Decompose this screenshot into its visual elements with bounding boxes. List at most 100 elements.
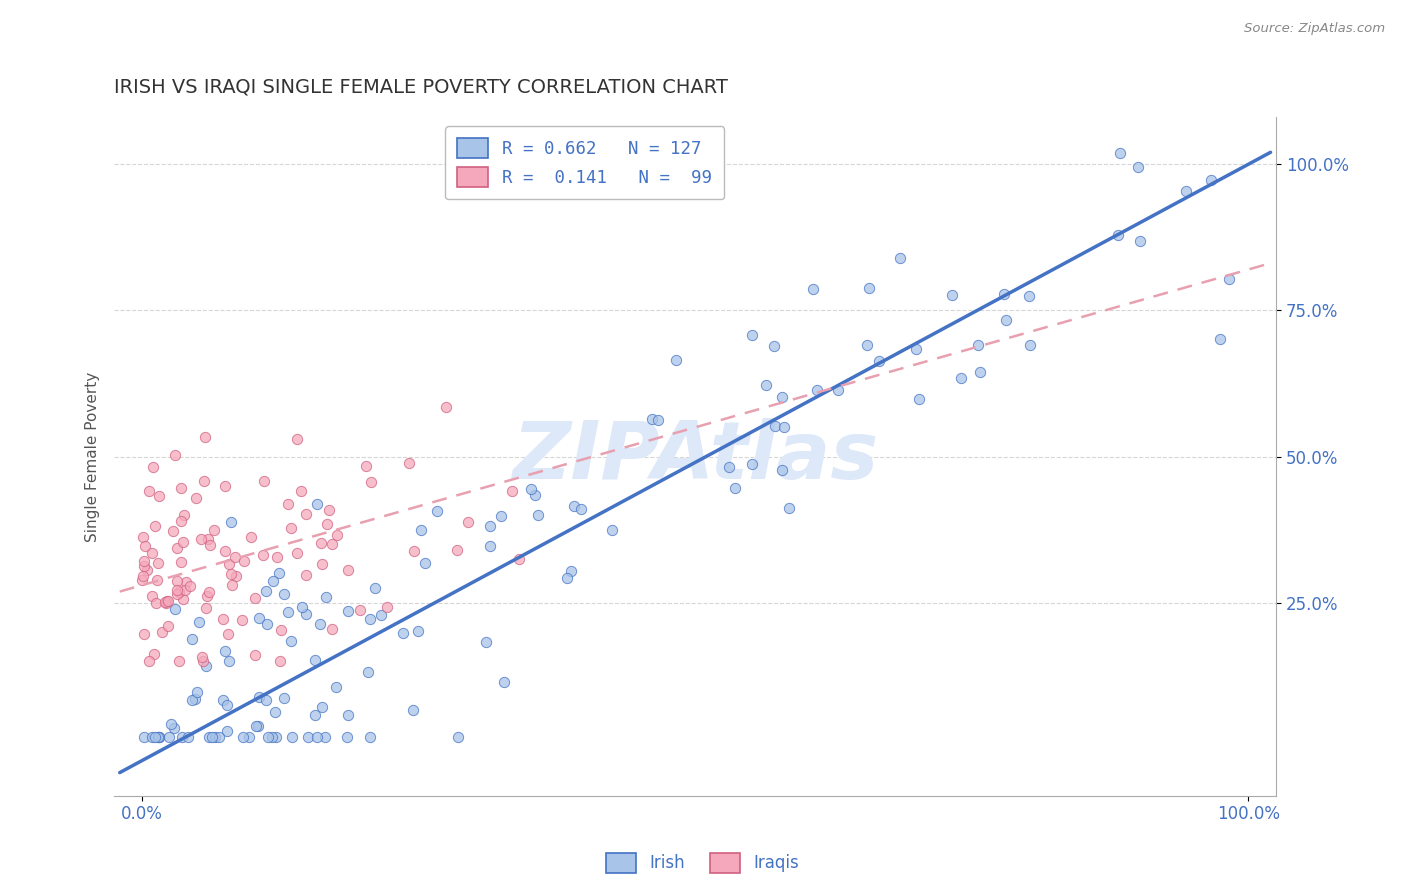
- Point: [321, 623, 343, 637]
- Point: [180, 692, 202, 706]
- Point: [295, 607, 318, 622]
- Point: [155, 594, 177, 608]
- Point: [1126, 161, 1149, 175]
- Point: [600, 523, 623, 537]
- Point: [311, 558, 333, 572]
- Point: [262, 574, 284, 589]
- Point: [349, 603, 371, 617]
- Point: [773, 420, 796, 434]
- Point: [316, 516, 339, 531]
- Point: [321, 537, 343, 551]
- Point: [256, 617, 278, 632]
- Point: [969, 365, 991, 379]
- Point: [214, 479, 236, 493]
- Point: [198, 584, 221, 599]
- Point: [184, 491, 207, 505]
- Point: [157, 593, 180, 607]
- Point: [457, 515, 479, 529]
- Text: Source: ZipAtlas.com: Source: ZipAtlas.com: [1244, 22, 1385, 36]
- Point: [409, 523, 432, 537]
- Point: [190, 533, 212, 547]
- Point: [233, 554, 256, 568]
- Point: [238, 731, 260, 745]
- Point: [479, 518, 502, 533]
- Point: [166, 587, 188, 601]
- Point: [214, 544, 236, 558]
- Point: [359, 612, 381, 626]
- Point: [647, 413, 669, 427]
- Point: [138, 484, 160, 499]
- Point: [281, 731, 304, 745]
- Point: [270, 623, 292, 637]
- Point: [214, 644, 236, 658]
- Point: [165, 601, 187, 615]
- Point: [174, 582, 197, 597]
- Point: [941, 287, 963, 301]
- Point: [526, 508, 548, 522]
- Point: [177, 731, 200, 745]
- Point: [305, 497, 328, 511]
- Point: [174, 574, 197, 589]
- Point: [1175, 184, 1198, 198]
- Point: [475, 634, 498, 648]
- Point: [266, 550, 288, 565]
- Point: [150, 624, 173, 639]
- Point: [212, 693, 235, 707]
- Point: [186, 684, 208, 698]
- Point: [253, 474, 276, 488]
- Point: [905, 342, 928, 356]
- Point: [201, 731, 224, 745]
- Point: [159, 717, 181, 731]
- Text: ZIPAtlas: ZIPAtlas: [512, 417, 879, 496]
- Point: [357, 665, 380, 679]
- Point: [560, 564, 582, 578]
- Point: [132, 554, 155, 568]
- Point: [246, 719, 269, 733]
- Point: [135, 563, 157, 577]
- Point: [508, 552, 530, 566]
- Point: [375, 599, 398, 614]
- Point: [198, 538, 221, 552]
- Point: [398, 456, 420, 470]
- Point: [291, 600, 314, 615]
- Point: [273, 587, 295, 601]
- Point: [354, 459, 377, 474]
- Point: [569, 501, 592, 516]
- Point: [315, 590, 337, 604]
- Point: [665, 353, 688, 368]
- Point: [297, 731, 319, 745]
- Point: [262, 731, 284, 745]
- Point: [304, 708, 326, 723]
- Point: [239, 530, 262, 544]
- Point: [219, 515, 242, 529]
- Point: [163, 721, 186, 735]
- Point: [1201, 173, 1223, 187]
- Point: [370, 608, 392, 623]
- Point: [406, 624, 429, 639]
- Point: [247, 690, 270, 705]
- Point: [285, 546, 308, 560]
- Point: [1128, 235, 1150, 249]
- Point: [221, 567, 243, 582]
- Point: [557, 571, 579, 585]
- Point: [501, 484, 523, 499]
- Point: [641, 411, 664, 425]
- Point: [141, 546, 163, 560]
- Point: [305, 731, 328, 745]
- Point: [166, 574, 188, 589]
- Point: [277, 497, 299, 511]
- Point: [134, 540, 156, 554]
- Point: [172, 591, 194, 606]
- Point: [285, 432, 308, 446]
- Point: [183, 691, 205, 706]
- Point: [212, 612, 235, 626]
- Point: [218, 654, 240, 668]
- Point: [311, 536, 333, 550]
- Point: [392, 625, 415, 640]
- Point: [273, 690, 295, 705]
- Point: [169, 654, 191, 668]
- Point: [254, 693, 277, 707]
- Point: [141, 590, 163, 604]
- Point: [208, 731, 231, 745]
- Point: [402, 703, 425, 717]
